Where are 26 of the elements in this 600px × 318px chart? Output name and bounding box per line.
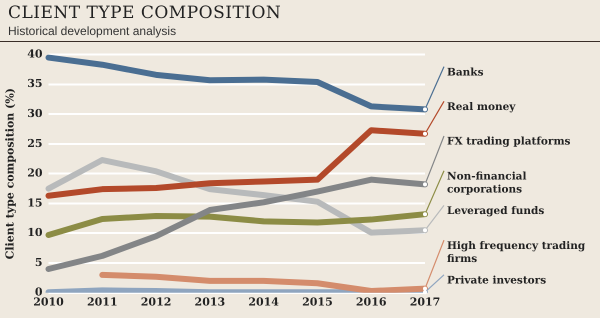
y-tick-label: 35 — [27, 77, 43, 90]
y-tick-label: 20 — [27, 166, 43, 180]
chart-title: CLIENT TYPE COMPOSITION — [7, 2, 282, 23]
x-tick-label: 2011 — [86, 295, 118, 308]
y-tick-label: 25 — [27, 136, 43, 150]
x-tick-label: 2010 — [33, 295, 64, 308]
y-tick-label: 40 — [27, 47, 43, 60]
legend-label: Leveraged funds — [447, 205, 544, 218]
x-tick-label: 2012 — [140, 295, 172, 308]
text: High frequency trading firms — [447, 240, 586, 265]
text: Non-financial corporations — [447, 170, 526, 196]
y-tick-label: 10 — [27, 226, 43, 240]
y-tick-label: 5 — [34, 256, 43, 269]
x-tick-label: 2014 — [248, 295, 280, 308]
text: Real money — [447, 101, 516, 114]
x-tick-label: 2017 — [410, 295, 440, 308]
y-tick-label: 30 — [27, 107, 43, 120]
x-tick-label: 2013 — [194, 295, 226, 308]
x-tick-label: 2015 — [302, 295, 333, 308]
text: Banks — [447, 66, 484, 78]
y-tick-label: 15 — [27, 196, 43, 210]
text: FX trading platforms — [447, 136, 571, 148]
chart-subtitle: Historical development analysis — [0, 23, 600, 42]
legend-label: Private investors — [447, 274, 546, 287]
x-tick-label: 2016 — [356, 295, 387, 308]
y-axis-title: Client type composition (%) — [3, 88, 16, 260]
